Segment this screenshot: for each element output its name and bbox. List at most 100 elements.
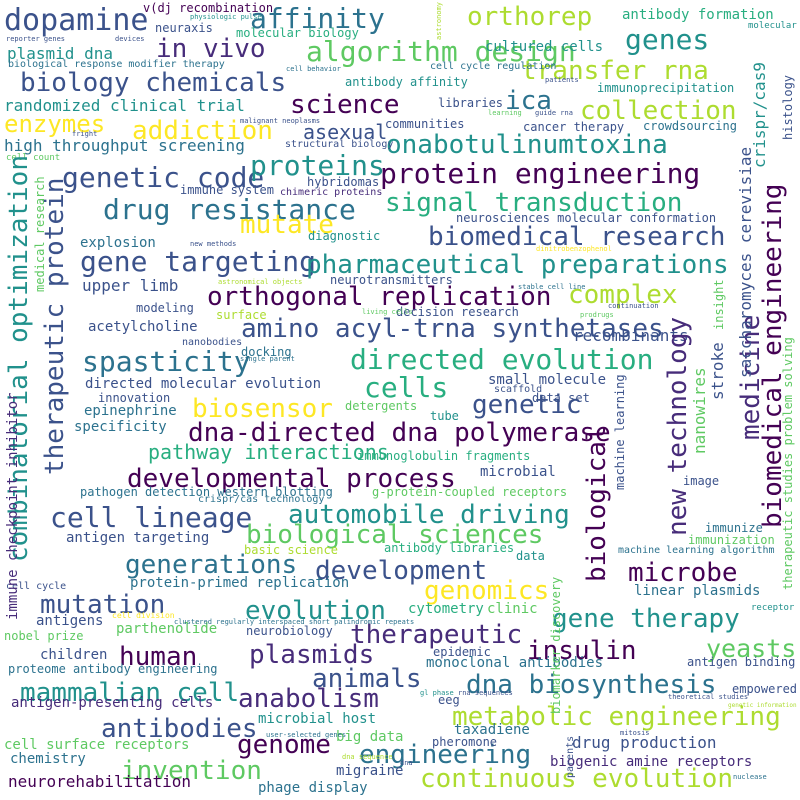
word: hybridomas [307, 175, 380, 189]
word: neurosciences molecular conformation [456, 211, 717, 225]
word: decision research [396, 305, 519, 319]
word: antigen targeting [66, 530, 210, 546]
word: linear plasmids [634, 583, 761, 599]
word: microbial [480, 464, 556, 480]
word: ica [505, 86, 552, 116]
word: insight [712, 279, 726, 330]
word: biomedical research [428, 222, 726, 252]
word: immunoglobulin fragments [357, 449, 531, 463]
word: biomarker discovery [549, 576, 563, 714]
word: microbe [628, 558, 738, 588]
word: fright [72, 130, 98, 138]
word: pathway interactions [148, 440, 389, 464]
word: antibody libraries [384, 541, 515, 555]
word: protein engineering [380, 157, 701, 190]
word: epinephrine [84, 403, 177, 419]
word: asexual [303, 120, 388, 144]
word: nanowires [690, 367, 709, 454]
word: affinity [250, 2, 385, 35]
word: devices [115, 35, 145, 43]
word: high throughput screening [4, 136, 245, 155]
word: developmental process [127, 464, 456, 494]
word: amino acyl-trna synthetases [241, 314, 664, 344]
word: gene therapy [552, 604, 740, 634]
word: mutation [40, 590, 166, 620]
word: cells [364, 371, 449, 404]
word: antigen-presenting cells [11, 695, 214, 711]
word: evolution [245, 596, 386, 626]
word: structural biology [285, 139, 394, 150]
word: invention [121, 756, 262, 786]
word: prodrugs [580, 311, 614, 319]
word: enzymes [4, 110, 106, 138]
word: monoclonal antibodies [426, 655, 604, 671]
word: antigen binding [687, 655, 796, 669]
word: dinitrobenzophenol [536, 245, 612, 253]
word: biological [582, 425, 612, 582]
word: molecular [748, 21, 797, 31]
word: patients [545, 76, 579, 84]
word: cell division [112, 611, 175, 620]
word: biogenic amine receptors [550, 754, 753, 770]
word: image [683, 474, 720, 488]
word: specificity [74, 419, 167, 435]
word: addiction [132, 116, 273, 146]
word: new methods [190, 240, 237, 248]
word: cytometry [408, 601, 484, 617]
word: stroke [708, 342, 727, 400]
word: algorithm design [306, 35, 576, 68]
word: biosensor [192, 394, 333, 424]
word: mutate [240, 210, 334, 240]
word: pharmaceutical preparations [306, 250, 729, 280]
word: crispr/cas9 [750, 62, 769, 168]
word: data [516, 549, 545, 563]
word: insulin [527, 636, 637, 666]
word: basic science [244, 543, 338, 557]
word: v(dj recombination [143, 1, 274, 15]
word: data set [532, 391, 590, 405]
word: learning [488, 109, 522, 117]
word: tube [430, 409, 459, 423]
word: protein-primed replication [130, 575, 350, 591]
word: docking [241, 345, 292, 359]
word: cell surface receptors [4, 737, 190, 753]
word: children [40, 647, 108, 663]
word: histology [781, 74, 795, 140]
word: mammalian cell [20, 678, 240, 708]
word: taxadiene [454, 722, 530, 738]
word: proteins [250, 149, 385, 182]
word: complex [568, 280, 678, 310]
word: molecular biology [236, 26, 359, 40]
word: parthenolide [116, 621, 218, 637]
word: spasticity [82, 345, 251, 378]
word: continuation [608, 302, 659, 310]
word: development [315, 556, 488, 586]
word: science [290, 90, 400, 120]
word: mitosis [620, 729, 650, 737]
word: biological response modifier therapy [8, 59, 225, 70]
word: modeling [136, 301, 194, 315]
word: drug production [572, 733, 717, 752]
word: big data [336, 729, 404, 745]
word: pathogen detection western blotting [80, 485, 333, 499]
word: cancer therapy [523, 120, 625, 134]
word: biological sciences [246, 520, 544, 550]
word: chimeric proteins [280, 187, 383, 198]
word: orthorep [467, 2, 593, 32]
word: innovation [98, 391, 171, 405]
word: clustered regularly interspaced short pa… [174, 618, 415, 626]
word: clinic [487, 601, 538, 617]
word: acetylcholine [88, 319, 198, 335]
word: recombinants [573, 326, 689, 345]
word: dna sequence [342, 753, 393, 761]
word: directed molecular evolution [85, 376, 322, 392]
word: antibody formation [622, 7, 774, 23]
word: immune checkpoint inhibitor [5, 392, 21, 620]
word: reporter genes [6, 35, 66, 43]
word: cell count [6, 153, 61, 163]
word: directed evolution [350, 343, 654, 376]
word: neurotransmitters [330, 273, 453, 287]
word: microbial host [258, 711, 377, 727]
word: genetic [472, 390, 582, 420]
word: metabolic engineering [452, 702, 781, 732]
